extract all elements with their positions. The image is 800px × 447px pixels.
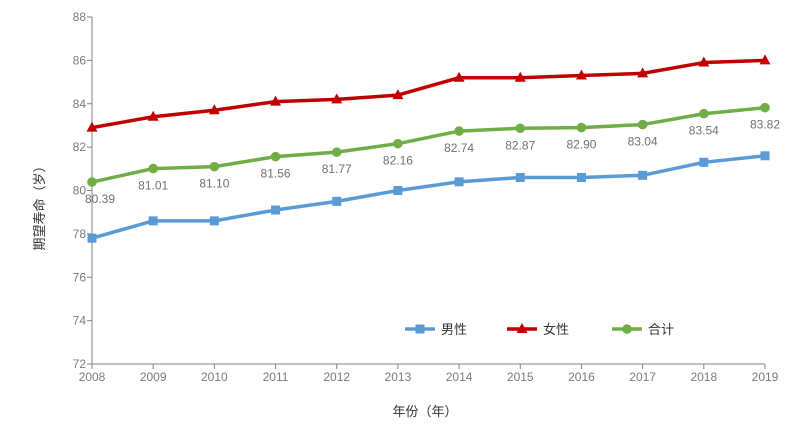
series-point — [638, 170, 648, 180]
series-point — [208, 104, 220, 115]
series-point — [515, 123, 526, 134]
series-女性 — [86, 54, 771, 132]
data-label: 80.39 — [85, 192, 115, 206]
series-line — [91, 58, 766, 130]
data-label: 82.74 — [444, 141, 474, 155]
y-tick-label: 80 — [73, 184, 87, 198]
series-point — [270, 151, 281, 162]
legend: 男性 女性 合计 — [405, 322, 674, 338]
series-合计 — [87, 102, 770, 187]
x-tick-label: 2014 — [446, 370, 473, 384]
series-point — [759, 54, 771, 65]
legend-label: 女性 — [543, 322, 569, 338]
x-tick-label: 2008 — [79, 370, 106, 384]
series-point — [332, 196, 342, 206]
data-label: 81.01 — [138, 179, 168, 193]
series-point — [637, 67, 649, 78]
series-point — [760, 102, 770, 113]
series-point — [270, 95, 282, 106]
x-tick-label: 2017 — [629, 370, 656, 384]
data-label: 81.10 — [199, 177, 229, 191]
series-point — [576, 122, 587, 133]
series-point — [699, 157, 709, 167]
series-point — [699, 108, 709, 119]
series-point — [87, 177, 97, 187]
series-point — [515, 172, 525, 182]
x-tick-label: 2015 — [507, 370, 534, 384]
series-point — [392, 89, 404, 100]
data-label: 82.16 — [383, 154, 413, 168]
x-tick-label: 2011 — [263, 370, 289, 384]
data-label: 83.82 — [750, 118, 780, 132]
data-label: 81.56 — [261, 167, 291, 181]
y-tick-label: 76 — [73, 270, 87, 284]
axes: 72 74 76 78 80 82 84 86 88 2008 2009 2010 2011 2012 20… — [73, 10, 779, 384]
series-point — [148, 163, 158, 174]
series-point — [331, 93, 343, 104]
series-point — [271, 205, 281, 215]
series-point — [575, 69, 587, 80]
series-layer — [86, 54, 771, 243]
series-point — [576, 172, 586, 182]
x-tick-label: 2013 — [385, 370, 412, 384]
data-label: 82.90 — [566, 138, 596, 152]
series-point — [453, 71, 465, 82]
y-tick-label: 84 — [73, 97, 87, 111]
x-tick-label: 2010 — [201, 370, 228, 384]
y-tick-label: 72 — [73, 357, 87, 371]
series-point — [454, 126, 464, 136]
series-point — [760, 151, 770, 161]
series-point — [454, 177, 464, 187]
x-tick-label: 2016 — [568, 370, 595, 384]
data-label: 83.04 — [628, 135, 658, 149]
series-point — [698, 56, 710, 67]
data-label: 81.77 — [322, 162, 352, 176]
x-tick-label: 2019 — [752, 370, 779, 384]
x-tick-label: 2018 — [690, 370, 717, 384]
series-line — [91, 105, 766, 184]
x-tick-label: 2009 — [140, 370, 167, 384]
series-point — [147, 110, 159, 121]
series-point — [87, 233, 97, 243]
y-tick-label: 82 — [73, 140, 87, 154]
series-point — [393, 138, 403, 149]
series-point — [86, 121, 98, 132]
series-point — [516, 323, 528, 333]
y-tick-label: 74 — [73, 314, 87, 328]
series-point — [393, 186, 403, 195]
legend-label: 合计 — [648, 323, 674, 338]
series-point — [415, 324, 425, 334]
data-labels: 80.39 81.01 81.10 81.56 81.77 82.16 82.74 82.87… — [85, 118, 780, 206]
series-point — [209, 216, 219, 226]
series-point — [622, 324, 632, 334]
data-label: 83.54 — [689, 124, 719, 138]
series-男性 — [87, 151, 770, 243]
y-tick-label: 78 — [73, 227, 87, 241]
series-line — [91, 154, 766, 240]
legend-label: 男性 — [441, 323, 467, 338]
series-point — [148, 216, 158, 226]
data-label: 82.87 — [505, 138, 535, 152]
y-tick-label: 86 — [73, 53, 87, 67]
y-axis-title: 期望寿命（岁） — [32, 159, 48, 250]
x-axis-title: 年份（年） — [392, 405, 457, 420]
series-point — [637, 119, 648, 130]
x-tick-label: 2012 — [323, 370, 350, 384]
series-point — [514, 71, 526, 82]
series-point — [331, 147, 342, 157]
series-point — [209, 161, 220, 172]
y-tick-label: 88 — [73, 10, 87, 24]
